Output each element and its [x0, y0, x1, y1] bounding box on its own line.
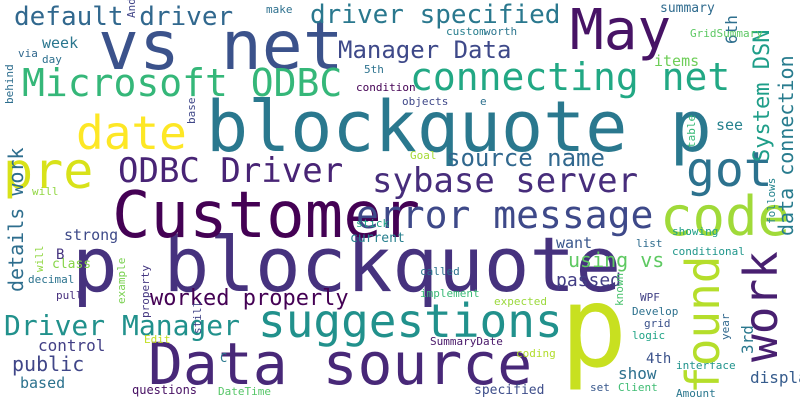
word-details-work: details work [4, 147, 28, 293]
word-may: May [570, 0, 672, 63]
word-make: GridSummary [690, 27, 763, 40]
word-grid: grid [644, 317, 671, 330]
word-andy: make [266, 3, 293, 16]
word-specified: specified [474, 383, 545, 398]
word-class: class [52, 257, 92, 272]
word-questions: questions [132, 383, 198, 397]
word-via: Andy [125, 0, 138, 18]
word-using-vs: using vs [568, 248, 665, 272]
word-summary: summary [660, 1, 715, 16]
word-logic: logic [632, 329, 666, 342]
word-year: year [719, 313, 732, 341]
word-day: via [18, 47, 38, 60]
word-code: code [660, 185, 791, 248]
word-strong: strong [64, 226, 119, 244]
word-b: B [56, 247, 65, 263]
word-edit: Edit [144, 333, 171, 346]
word-interface: interface [676, 359, 736, 372]
word-5th: condition [356, 81, 416, 94]
word-date: date [76, 106, 187, 160]
word-amount: Amount [676, 387, 716, 400]
word-table: table [685, 114, 698, 148]
word-implement-h: will [32, 185, 59, 198]
word-objects: e [480, 95, 487, 108]
word-p-blockquote: p blockquote [72, 220, 622, 309]
word-stick: 5th [364, 63, 384, 76]
word-called: called [420, 265, 460, 278]
word-default-driver: default driver [14, 2, 234, 32]
word-behind: day [42, 53, 62, 66]
word-week: week [42, 34, 79, 52]
word-microsoft-odbc: Microsoft ODBC [22, 61, 343, 105]
word-3rd: 3rd [738, 325, 757, 354]
word-showing: showing [672, 225, 719, 238]
word-will: will [33, 245, 46, 273]
word-pull: pull [56, 289, 83, 302]
word-decimal: decimal [28, 273, 75, 286]
word-worth: custom [446, 25, 486, 38]
word-expected: expected [494, 295, 547, 308]
word-control: control [38, 336, 106, 355]
word-system-dsn: System DSN [750, 29, 775, 162]
word-pre: pre [3, 142, 94, 200]
word-got: got [686, 142, 773, 198]
word-4th: 4th [646, 351, 672, 367]
word-error-message: error message [356, 193, 654, 237]
word-goal: base [185, 97, 198, 125]
word-conditional: conditional [672, 245, 745, 258]
word-e: Goal [410, 149, 437, 162]
word-vs-net: vs net [98, 7, 344, 86]
word-p: p [560, 263, 628, 393]
word-manager-data: Manager Data [338, 36, 512, 64]
word-wpf: WPF [640, 291, 660, 304]
word-follows: follows [765, 177, 778, 224]
word-list: list [636, 237, 663, 250]
word-customer: Customer [112, 179, 421, 253]
word-custom: stick [356, 217, 390, 230]
word-based: based [20, 374, 66, 392]
word-example: example [115, 257, 128, 304]
word-see: see [716, 116, 744, 134]
word-c: C [220, 351, 228, 365]
word-odbc-driver: ODBC Driver [118, 151, 344, 191]
word-gridsummary: worth [484, 25, 518, 38]
word-datetime: DateTime [218, 385, 271, 398]
word-databound: behind [3, 64, 16, 104]
word-current: current [350, 231, 405, 246]
word-items: items [654, 52, 700, 70]
word-client: Client [618, 381, 658, 394]
word-public: public [12, 352, 85, 376]
word-data-connection: data connection [774, 55, 798, 236]
word-summarydate: SummaryDate [430, 335, 503, 348]
word-connecting-net: connecting net [410, 55, 731, 99]
word-blockquote-p: blockquote p [206, 86, 712, 168]
word-develop: Develop [632, 305, 679, 318]
word-show: show [618, 364, 657, 383]
word-sybase-server: sybase server [372, 161, 639, 201]
word-source-name: source name [446, 144, 605, 172]
word-display: display [750, 368, 800, 387]
word-passed: passed [556, 270, 622, 291]
word-driver-manager: Driver Manager [4, 309, 241, 342]
word-base: implement [420, 287, 480, 300]
word-property: property [139, 265, 152, 318]
word-worked-properly: worked properly [150, 286, 349, 311]
word-set: set [590, 381, 610, 394]
word-known: known [613, 272, 626, 306]
word-driver-specified: driver specified [310, 0, 561, 30]
word-data-source: Data source [148, 330, 533, 398]
word-coding: coding [516, 347, 556, 360]
word-want: want [556, 234, 593, 252]
word-suggestions: suggestions [258, 294, 563, 348]
word-condition: objects [402, 95, 449, 108]
word-still: still [191, 300, 204, 334]
